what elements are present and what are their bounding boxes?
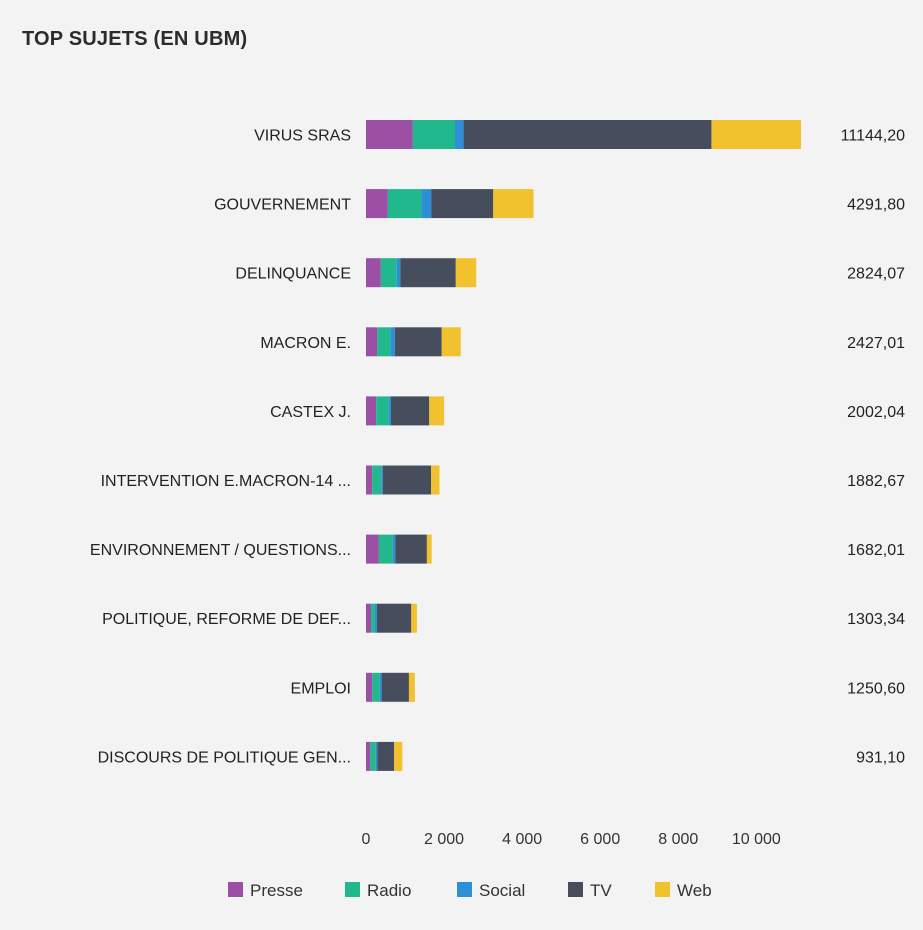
total-value-label: 931,10 <box>856 749 905 766</box>
bar-segment-social[interactable] <box>396 258 401 288</box>
category-label: POLITIQUE, REFORME DE DEF... <box>102 611 351 628</box>
bar-segment-tv[interactable] <box>394 327 442 357</box>
bar-segment-social[interactable] <box>390 327 395 357</box>
bar-segment-radio[interactable] <box>372 465 382 495</box>
bar-segment-tv[interactable] <box>431 189 494 219</box>
bar-segment-web[interactable] <box>426 534 432 564</box>
category-label: GOUVERNEMENT <box>214 197 351 214</box>
total-value-label: 1882,67 <box>847 473 905 490</box>
total-value-label: 2427,01 <box>847 335 905 352</box>
bar-segment-radio[interactable] <box>372 672 380 702</box>
bar-segment-web[interactable] <box>411 603 417 633</box>
bar-segment-radio[interactable] <box>377 327 391 357</box>
total-value-label: 11144,20 <box>841 128 905 145</box>
bar-segment-radio[interactable] <box>380 258 397 288</box>
x-tick-label: 6 000 <box>580 831 620 848</box>
x-tick-label: 0 <box>362 831 371 848</box>
bar-segment-radio[interactable] <box>387 189 422 219</box>
legend-label-tv[interactable]: TV <box>590 881 612 900</box>
bar-segment-presse[interactable] <box>366 534 379 564</box>
stacked-bar-chart: VIRUS SRAS 11144,20 GOUVERNEMENT 4291,80 DEL… <box>90 120 905 900</box>
category-label: DELINQUANCE <box>235 266 351 283</box>
bar-segment-social[interactable] <box>374 603 377 633</box>
bar-segment-web[interactable] <box>431 465 440 495</box>
bar-segment-social[interactable] <box>388 396 391 426</box>
legend-swatch-social <box>457 882 472 897</box>
bar-segment-web[interactable] <box>455 258 477 288</box>
bar-segment-presse[interactable] <box>366 327 378 357</box>
category-label: ENVIRONNEMENT / QUESTIONS... <box>90 542 351 559</box>
bar-segment-social[interactable] <box>379 672 382 702</box>
bar-segment-presse[interactable] <box>366 741 371 771</box>
bar-segment-web[interactable] <box>429 396 445 426</box>
chart-card: TOP SUJETS (EN UBM) VIRUS SRAS 11144,20 GO… <box>10 12 913 920</box>
bar-segment-radio[interactable] <box>371 603 375 633</box>
bar-segment-radio[interactable] <box>378 534 393 564</box>
chart-title: TOP SUJETS (EN UBM) <box>22 28 248 50</box>
total-value-label: 2824,07 <box>847 266 905 283</box>
category-label: VIRUS SRAS <box>254 128 351 145</box>
legend-swatch-presse <box>228 882 243 897</box>
total-value-label: 1303,34 <box>847 611 905 628</box>
category-label: DISCOURS DE POLITIQUE GEN... <box>98 749 351 766</box>
bar-segment-tv[interactable] <box>400 258 456 288</box>
total-value-label: 4291,80 <box>847 197 905 214</box>
bar-segment-tv[interactable] <box>395 534 427 564</box>
bar-segment-web[interactable] <box>493 189 534 219</box>
bar-segment-web[interactable] <box>441 327 461 357</box>
bar-segment-social[interactable] <box>375 741 378 771</box>
bar-segment-presse[interactable] <box>366 120 413 149</box>
x-tick-label: 10 000 <box>732 831 781 848</box>
bar-segment-radio[interactable] <box>370 741 376 771</box>
bar-segment-web[interactable] <box>711 120 801 149</box>
bar-segment-social[interactable] <box>454 120 464 149</box>
total-value-label: 1250,60 <box>847 680 905 697</box>
legend-swatch-web <box>655 882 670 897</box>
legend-label-social[interactable]: Social <box>479 881 525 900</box>
legend-label-radio[interactable]: Radio <box>367 881 411 900</box>
legend-swatch-radio <box>345 882 360 897</box>
category-label: MACRON E. <box>260 335 351 352</box>
bar-segment-tv[interactable] <box>377 741 395 771</box>
bar-segment-web[interactable] <box>394 741 403 771</box>
bar-segment-presse[interactable] <box>366 258 381 288</box>
bar-segment-tv[interactable] <box>382 465 432 495</box>
legend-swatch-tv <box>568 882 583 897</box>
bar-segment-presse[interactable] <box>366 603 372 633</box>
bar-segment-radio[interactable] <box>412 120 455 149</box>
category-label: CASTEX J. <box>270 404 351 421</box>
total-value-label: 2002,04 <box>847 404 905 421</box>
bar-segment-presse[interactable] <box>366 465 373 495</box>
bar-segment-social[interactable] <box>392 534 396 564</box>
bar-segment-radio[interactable] <box>376 396 389 426</box>
bar-segment-presse[interactable] <box>366 189 388 219</box>
bar-segment-social[interactable] <box>381 465 383 495</box>
bar-segment-tv[interactable] <box>390 396 430 426</box>
bar-segment-presse[interactable] <box>366 396 377 426</box>
bar-segment-tv[interactable] <box>381 672 409 702</box>
category-label: INTERVENTION E.MACRON-14 ... <box>101 473 351 490</box>
x-tick-label: 4 000 <box>502 831 542 848</box>
x-tick-label: 2 000 <box>424 831 464 848</box>
legend-label-presse[interactable]: Presse <box>250 881 303 900</box>
bar-segment-web[interactable] <box>408 672 415 702</box>
bar-segment-tv[interactable] <box>463 120 712 149</box>
legend-label-web[interactable]: Web <box>677 881 712 900</box>
category-label: EMPLOI <box>291 680 351 697</box>
bar-segment-social[interactable] <box>421 189 432 219</box>
bar-segment-presse[interactable] <box>366 672 373 702</box>
bar-segment-tv[interactable] <box>376 603 412 633</box>
total-value-label: 1682,01 <box>847 542 905 559</box>
x-tick-label: 8 000 <box>658 831 698 848</box>
